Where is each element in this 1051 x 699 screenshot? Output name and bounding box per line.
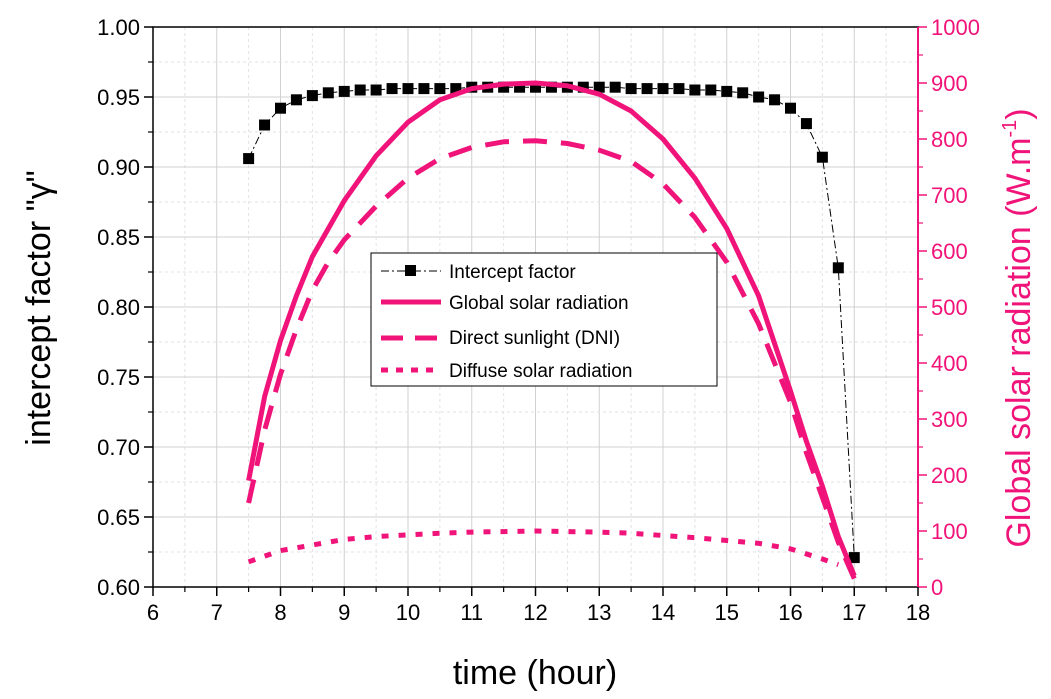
x-tick-label: 9 — [338, 600, 350, 625]
intercept-marker — [641, 83, 653, 95]
intercept-marker — [848, 552, 860, 564]
legend-label-intercept: Intercept factor — [449, 262, 576, 283]
intercept-marker — [769, 94, 781, 106]
x-tick-label: 6 — [147, 600, 159, 625]
intercept-marker — [689, 84, 701, 96]
intercept-marker — [370, 84, 382, 96]
y-right-axis-title-sup: -1 — [999, 120, 1021, 138]
y-right-axis-title: Global solar radiation (W.m-1) — [999, 108, 1038, 547]
intercept-marker — [577, 81, 589, 93]
tick-labels: 6 7 8 9 10 11 12 13 14 15 16 17 18 0.60 0.65 0.70 0.75 0.… — [97, 15, 980, 625]
y-right-tick-label: 100 — [931, 519, 968, 544]
y-left-tick-label: 0.60 — [97, 575, 140, 600]
intercept-marker — [290, 94, 302, 106]
intercept-marker — [657, 83, 669, 95]
intercept-marker — [514, 81, 526, 93]
intercept-marker — [306, 90, 318, 102]
intercept-marker — [593, 81, 605, 93]
x-tick-label: 11 — [460, 600, 483, 625]
x-tick-label: 14 — [651, 600, 675, 625]
y-left-tick-label: 0.70 — [97, 435, 140, 460]
legend-label-global: Global solar radiation — [449, 293, 629, 314]
y-right-tick-label: 500 — [931, 295, 968, 320]
intercept-marker — [322, 87, 334, 99]
y-right-tick-label: 700 — [931, 183, 968, 208]
intercept-marker — [785, 102, 796, 114]
legend-label-dni: Direct sunlight (DNI) — [449, 328, 620, 349]
intercept-marker — [243, 153, 255, 165]
x-tick-label: 15 — [715, 600, 739, 625]
y-left-axis-title: intercept factor "γ" — [20, 170, 58, 445]
intercept-marker — [498, 81, 510, 93]
intercept-marker — [434, 83, 446, 95]
intercept-marker — [625, 83, 637, 95]
intercept-marker — [338, 85, 350, 97]
intercept-marker — [673, 83, 685, 95]
y-right-tick-label: 200 — [931, 463, 968, 488]
y-right-tick-label: 1000 — [931, 15, 980, 40]
legend-label-diffuse: Diffuse solar radiation — [449, 361, 632, 382]
y-right-tick-label: 0 — [931, 575, 943, 600]
y-left-tick-label: 0.85 — [97, 225, 140, 250]
intercept-marker — [753, 91, 765, 103]
y-right-tick-label: 400 — [931, 351, 968, 376]
series-line-1 — [246, 80, 857, 577]
series-line-3 — [247, 528, 840, 567]
y-right-axis-title-main: Global solar radiation (W.m — [1000, 138, 1038, 548]
y-left-tick-label: 0.65 — [97, 505, 140, 530]
y-right-tick-label: 800 — [931, 127, 968, 152]
x-tick-label: 18 — [906, 600, 930, 625]
x-axis-title: time (hour) — [453, 654, 617, 692]
y-left-tick-label: 0.75 — [97, 365, 140, 390]
x-tick-label: 7 — [211, 600, 223, 625]
intercept-marker — [737, 87, 749, 99]
intercept-marker — [721, 85, 733, 97]
x-tick-label: 17 — [842, 600, 866, 625]
y-right-tick-label: 900 — [931, 71, 968, 96]
y-left-tick-label: 0.90 — [97, 155, 140, 180]
intercept-marker — [259, 119, 271, 131]
intercept-marker — [402, 83, 414, 95]
intercept-marker — [450, 83, 462, 95]
intercept-marker — [609, 81, 621, 93]
intercept-marker — [816, 151, 828, 163]
intercept-marker — [386, 83, 398, 95]
legend: Intercept factor Global solar radiation … — [370, 252, 718, 387]
x-tick-label: 8 — [274, 600, 286, 625]
x-tick-label: 16 — [778, 600, 802, 625]
x-tick-label: 10 — [396, 600, 420, 625]
x-tick-label: 12 — [523, 600, 547, 625]
y-left-tick-label: 1.00 — [97, 15, 140, 40]
intercept-marker — [418, 83, 430, 95]
intercept-marker — [800, 118, 812, 130]
x-tick-label: 13 — [587, 600, 611, 625]
series-line-2 — [246, 138, 857, 580]
y-right-tick-label: 600 — [931, 239, 968, 264]
y-right-axis-title-close: ) — [1000, 108, 1038, 119]
intercept-marker — [354, 84, 366, 96]
intercept-marker — [275, 102, 286, 114]
legend-marker-intercept — [405, 265, 416, 276]
y-left-tick-label: 0.80 — [97, 295, 140, 320]
legend-box — [370, 252, 718, 387]
y-right-tick-label: 300 — [931, 407, 968, 432]
intercept-marker — [705, 84, 717, 96]
intercept-marker — [832, 262, 844, 274]
intercept-marker — [545, 81, 557, 93]
y-left-tick-label: 0.95 — [97, 85, 140, 110]
intercept-marker — [530, 81, 541, 93]
series-layer — [243, 80, 860, 580]
